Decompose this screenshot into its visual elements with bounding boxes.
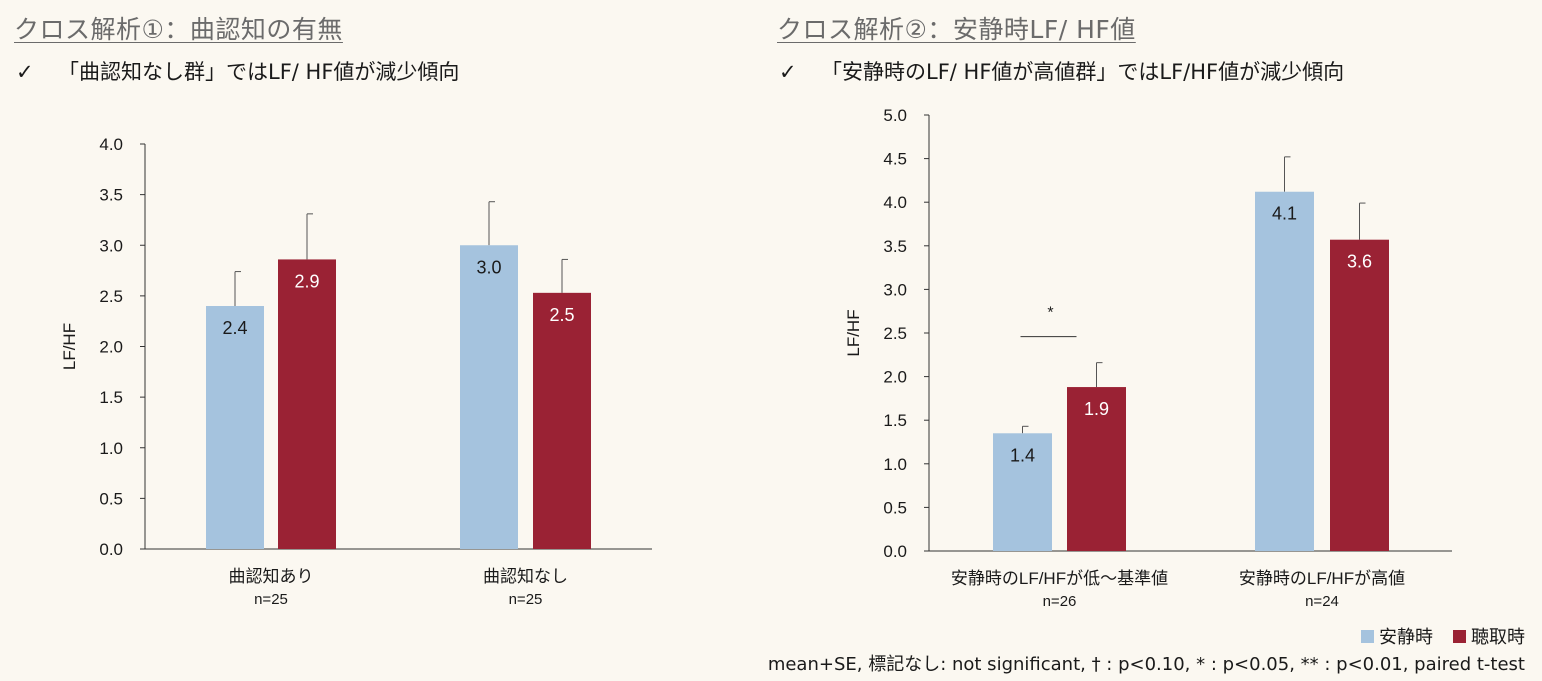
right-category-label: 安静時のLF/HFが高値 [1239, 569, 1405, 588]
left-y-tick-label: 2.0 [99, 338, 123, 357]
right-n-label: n=26 [1043, 593, 1077, 610]
right-bullet-text: 「安静時のLF/ HF値が高値群」ではLF/HF値が減少傾向 [821, 60, 1345, 84]
right-category-label: 安静時のLF/HFが低～基準値 [951, 569, 1168, 588]
right-data-label: 1.9 [1084, 399, 1109, 419]
footnote: mean+SE, 標記なし: not significant, † : p<0.… [767, 654, 1525, 675]
left-bar [206, 306, 264, 549]
chart-legend: 安静時 聴取時 [1347, 623, 1525, 649]
right-n-label: n=24 [1305, 593, 1339, 610]
check-icon: ✓ [779, 60, 797, 84]
right-bar-chart: 0.0 0.5 1.0 1.5 2.0 2.5 3.0 3.5 4.0 4.5 5.0 LF/HF 1.… [844, 106, 1452, 610]
check-icon: ✓ [16, 60, 34, 84]
right-bar [1255, 191, 1314, 551]
left-y-tick-label: 1.5 [99, 388, 123, 407]
left-data-label: 2.4 [222, 318, 247, 338]
left-n-label: n=25 [254, 591, 288, 608]
left-bar [460, 245, 518, 549]
left-y-tick-label: 2.5 [99, 287, 123, 306]
left-data-label: 2.5 [549, 305, 574, 325]
right-bar [1330, 239, 1389, 552]
right-y-tick-label: 4.0 [883, 193, 907, 212]
right-y-tick-label: 3.5 [883, 237, 907, 256]
left-n-label: n=25 [509, 591, 543, 608]
right-data-label: 3.6 [1347, 252, 1372, 272]
left-bar [278, 259, 336, 549]
right-data-label: 4.1 [1272, 204, 1297, 224]
left-bar [533, 292, 591, 549]
right-significance-marker: * [1047, 305, 1053, 322]
left-y-tick-label: 0.5 [99, 489, 123, 508]
left-panel: クロス解析①：曲認知の有無 ✓ 「曲認知なし群」ではLF/ HF値が減少傾向 0.… [0, 0, 760, 681]
left-category-label: 曲認知なし [483, 567, 568, 586]
left-y-tick-label: 3.5 [99, 186, 123, 205]
right-y-axis-label: LF/HF [844, 309, 863, 356]
right-bullet: ✓ 「安静時のLF/ HF値が高値群」ではLF/HF値が減少傾向 [779, 56, 1344, 86]
legend-swatch-listening [1453, 629, 1466, 643]
legend-swatch-rest [1361, 629, 1374, 643]
right-bar [993, 433, 1052, 551]
left-section-title: クロス解析①：曲認知の有無 [14, 15, 343, 44]
left-bullet-text: 「曲認知なし群」ではLF/ HF値が減少傾向 [58, 60, 460, 84]
legend-label-rest: 安静時 [1379, 627, 1433, 648]
left-data-label: 2.9 [294, 271, 319, 291]
right-y-tick-label: 2.0 [883, 368, 907, 387]
legend-item-listening: 聴取時 [1453, 623, 1525, 649]
right-y-tick-label: 1.0 [883, 455, 907, 474]
left-y-axis-label: LF/HF [60, 323, 79, 370]
left-bar-chart: 0.0 0.5 1.0 1.5 2.0 2.5 3.0 3.5 4.0 LF/HF 2.4 2.9 曲認… [60, 135, 652, 608]
right-y-tick-label: 2.5 [883, 324, 907, 343]
right-y-tick-label: 4.5 [883, 150, 907, 169]
right-y-tick-label: 1.5 [883, 411, 907, 430]
right-y-tick-label: 5.0 [883, 106, 907, 125]
left-data-label: 3.0 [476, 257, 501, 277]
left-bullet: ✓ 「曲認知なし群」ではLF/ HF値が減少傾向 [16, 56, 459, 86]
right-y-tick-label: 0.0 [883, 542, 907, 561]
left-category-label: 曲認知あり [229, 567, 314, 586]
legend-item-rest: 安静時 [1361, 623, 1433, 649]
right-bar [1067, 387, 1126, 551]
right-y-tick-label: 0.5 [883, 498, 907, 517]
right-data-label: 1.4 [1010, 445, 1035, 465]
legend-label-listening: 聴取時 [1471, 627, 1525, 648]
left-y-tick-label: 0.0 [99, 540, 123, 559]
right-panel: クロス解析②：安静時LF/ HF値 ✓ 「安静時のLF/ HF値が高値群」ではLF… [764, 0, 1542, 681]
left-y-tick-label: 3.0 [99, 236, 123, 255]
left-y-tick-label: 1.0 [99, 439, 123, 458]
right-y-tick-label: 3.0 [883, 280, 907, 299]
right-section-title: クロス解析②：安静時LF/ HF値 [777, 15, 1136, 44]
left-y-tick-label: 4.0 [99, 135, 123, 154]
